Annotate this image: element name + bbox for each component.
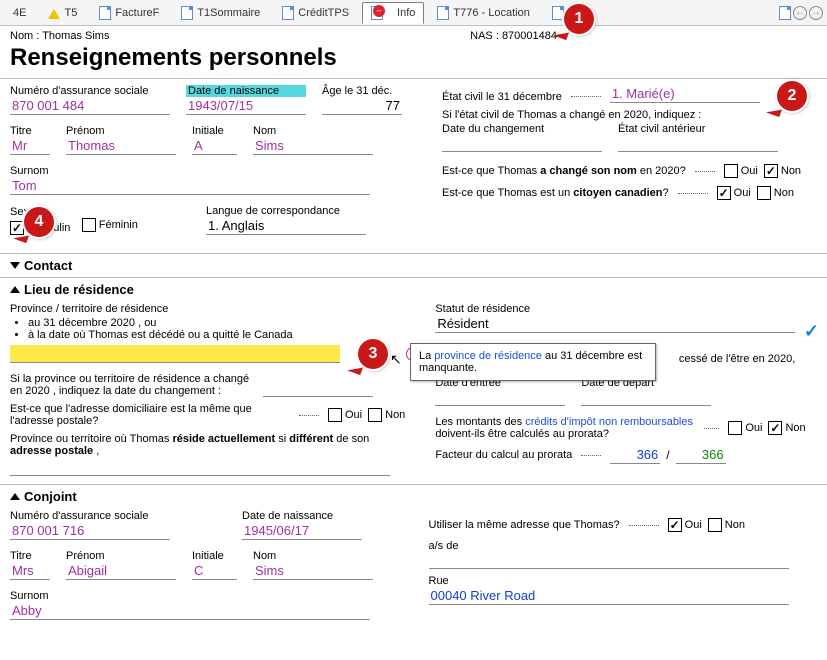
depart-date-field[interactable] <box>581 389 711 406</box>
client-nas: 870001484 <box>502 30 557 42</box>
prev-status-field[interactable] <box>618 135 778 152</box>
province-link[interactable]: province de résidence <box>434 350 542 362</box>
nickname-field[interactable]: Tom <box>10 177 370 195</box>
page-title: Renseignements personnels <box>0 42 827 78</box>
firstname-field[interactable]: Thomas <box>66 137 176 155</box>
check-icon: ✓ <box>804 321 819 342</box>
annotation-callout-3: 3 <box>358 339 388 369</box>
age-field: 77 <box>322 97 402 115</box>
annotation-callout-4: 4 <box>24 207 54 237</box>
nav-back-icon[interactable]: ← <box>793 6 807 20</box>
prov-change-date-field[interactable] <box>263 380 373 397</box>
spouse-lastname-field[interactable]: Sims <box>253 562 373 580</box>
tab-t1sommaire[interactable]: T1Sommaire <box>172 2 269 24</box>
error-icon: – <box>373 5 385 17</box>
spouse-nickname-field[interactable]: Abby <box>10 602 370 620</box>
document-icon <box>437 6 449 20</box>
spouse-firstname-field[interactable]: Abigail <box>66 562 176 580</box>
chevron-up-icon <box>10 286 20 293</box>
client-name: Thomas Sims <box>42 30 109 42</box>
title-field[interactable]: Mr <box>10 137 50 155</box>
tab-4e[interactable]: 4E <box>4 2 35 24</box>
spouse-care-of-field[interactable] <box>429 552 789 569</box>
checkbox-sameaddr-no[interactable] <box>368 408 382 422</box>
checkbox-spouse-sameaddr-no[interactable] <box>708 518 722 532</box>
tab-info[interactable]: – Info <box>362 2 424 24</box>
factor-num[interactable]: 366 <box>610 446 660 464</box>
document-icon[interactable] <box>779 6 791 20</box>
chevron-up-icon <box>10 493 20 500</box>
checkbox-female[interactable] <box>82 218 96 232</box>
document-icon <box>552 6 564 20</box>
factor-den[interactable]: 366 <box>676 446 726 464</box>
checkbox-citizen-no[interactable] <box>757 186 771 200</box>
spouse-dob-field[interactable]: 1945/06/17 <box>242 522 362 540</box>
credits-link[interactable]: crédits d'impôt non remboursables <box>525 416 693 428</box>
residence-status-field[interactable]: Résident <box>435 315 795 333</box>
spouse-street-field[interactable]: 00040 River Road <box>429 587 789 605</box>
checkbox-namechg-no[interactable]: ✓ <box>764 164 778 178</box>
entry-date-field[interactable] <box>435 389 565 406</box>
nav-fwd-icon[interactable]: → <box>809 6 823 20</box>
checkbox-citizen-yes[interactable]: ✓ <box>717 186 731 200</box>
checkbox-spouse-sameaddr-yes[interactable]: ✓ <box>668 518 682 532</box>
sin-field[interactable]: 870 001 484 <box>10 97 170 115</box>
spouse-initial-field[interactable]: C <box>192 562 237 580</box>
document-icon <box>99 6 111 20</box>
section-contact-header[interactable]: Contact <box>0 253 827 277</box>
change-date-field[interactable] <box>442 135 602 152</box>
province-field[interactable] <box>10 345 340 363</box>
document-icon <box>282 6 294 20</box>
tab-facturef[interactable]: FactureF <box>90 2 168 24</box>
dob-field[interactable]: 1943/07/15 <box>186 97 306 115</box>
section-personal: Numéro d'assurance sociale870 001 484 Da… <box>0 78 827 253</box>
checkbox-prorata-no[interactable]: ✓ <box>768 421 782 435</box>
checkbox-sameaddr-yes[interactable] <box>328 408 342 422</box>
checkbox-prorata-yes[interactable] <box>728 421 742 435</box>
error-tooltip: La province de résidence au 31 décembre … <box>410 343 656 381</box>
cursor-icon: ↖ <box>390 351 402 368</box>
spouse-sin-field[interactable]: 870 001 716 <box>10 522 170 540</box>
tab-t5[interactable]: T5 <box>39 2 86 24</box>
annotation-callout-2: 2 <box>777 81 807 111</box>
lastname-field[interactable]: Sims <box>253 137 373 155</box>
section-residence-header[interactable]: Lieu de résidence <box>0 277 827 301</box>
marital-status-field[interactable]: 1. Marié(e) <box>610 85 760 103</box>
spouse-title-field[interactable]: Mrs <box>10 562 50 580</box>
header-row: Nom : Thomas Sims NAS : 870001484 <box>0 26 827 42</box>
prov-actual-field[interactable] <box>10 459 390 476</box>
chevron-down-icon <box>10 262 20 269</box>
tab-bar: 4E T5 FactureF T1Sommaire CréditTPS – In… <box>0 0 827 26</box>
warning-icon <box>48 7 60 19</box>
section-spouse: Numéro d'assurance sociale870 001 716 Da… <box>0 508 827 638</box>
lang-field[interactable]: 1. Anglais <box>206 217 366 235</box>
tab-t776[interactable]: T776 - Location <box>428 2 538 24</box>
initial-field[interactable]: A <box>192 137 237 155</box>
checkbox-namechg-yes[interactable] <box>724 164 738 178</box>
section-residence: Province / territoire de résidence au 31… <box>0 301 827 484</box>
tab-credittps[interactable]: CréditTPS <box>273 2 358 24</box>
document-icon <box>181 6 193 20</box>
annotation-callout-1: 1 <box>564 4 594 34</box>
section-spouse-header[interactable]: Conjoint <box>0 484 827 508</box>
